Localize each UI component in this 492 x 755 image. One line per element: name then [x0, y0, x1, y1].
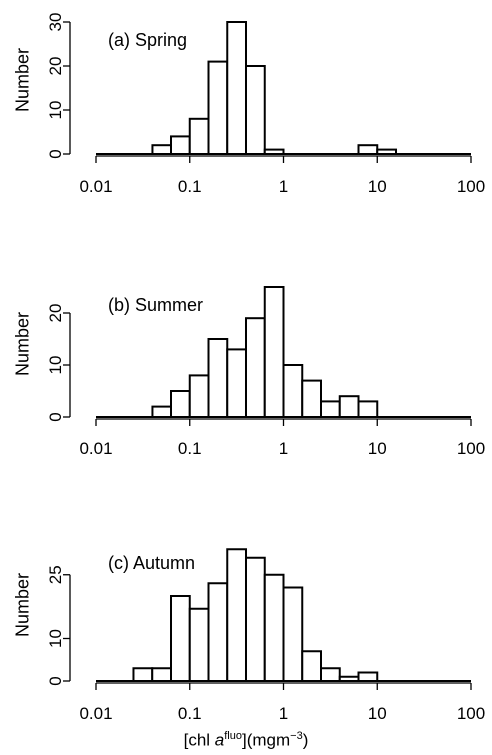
histogram-bar: [207, 338, 229, 418]
y-axis-title: Number: [12, 312, 32, 376]
y-tick-label: 0: [46, 676, 65, 685]
histogram-panel-3: 0.01 0.1 1 10 100 0 10 25 Number (c) Autumn: [12, 548, 485, 723]
x-tick-label: 100: [457, 439, 485, 458]
y-tick-label: 0: [46, 149, 65, 158]
panel-label: (a) Spring: [108, 30, 187, 50]
y-tick-label: 10: [46, 629, 65, 648]
panel-label: (c) Autumn: [108, 553, 195, 573]
histogram-bar: [170, 595, 191, 682]
x-tick-label: 0.1: [178, 439, 202, 458]
x-tick-label: 10: [368, 704, 387, 723]
histogram-bar: [207, 582, 229, 682]
x-tick-label: 0.1: [178, 177, 202, 196]
histogram-panel-1: 0.01 0.1 1 10 100 0 10 20 30 Number (a) Spring: [12, 13, 485, 196]
histogram-bar: [151, 667, 173, 682]
histogram-bar: [170, 390, 191, 418]
x-tick-label: 0.1: [178, 704, 202, 723]
y-tick-label: 20: [46, 57, 65, 76]
histogram-bar: [188, 374, 210, 418]
histogram-bar: [226, 348, 247, 418]
x-tick-label: 0.01: [79, 177, 112, 196]
y-tick-label: 0: [46, 412, 65, 421]
x-axis-label-middle: ](mgm: [242, 730, 291, 750]
histogram-bar: [151, 144, 173, 155]
x-tick-label: 10: [368, 439, 387, 458]
y-axis-title: Number: [12, 573, 32, 637]
histogram-bar: [188, 117, 210, 156]
histogram-bar: [301, 379, 323, 419]
x-tick-label: 1: [279, 704, 288, 723]
histogram-bar: [170, 135, 191, 155]
x-axis-label-suffix: ): [302, 730, 309, 750]
histogram-bar: [282, 364, 304, 418]
histogram-bar: [263, 573, 285, 682]
histogram-bar: [301, 650, 323, 682]
histogram-bar: [263, 286, 285, 418]
x-tick-label: 0.01: [79, 704, 112, 723]
histogram-bar: [338, 395, 360, 419]
histogram-bar: [282, 586, 304, 682]
y-tick-label: 10: [46, 101, 65, 120]
x-tick-label: 1: [279, 439, 288, 458]
x-tick-label: 1: [279, 177, 288, 196]
histogram-bar: [357, 400, 379, 418]
histogram-bar: [357, 144, 379, 155]
x-tick-label: 100: [457, 177, 485, 196]
histogram-bar: [320, 667, 341, 682]
y-tick-label: 30: [46, 13, 65, 32]
histogram-bar: [244, 556, 266, 682]
panel-label: (b) Summer: [108, 295, 203, 315]
histogram-bar: [357, 671, 379, 682]
histogram-bar: [226, 21, 247, 155]
y-axis-title: Number: [12, 48, 32, 112]
x-axis-label-sup: fluo: [224, 730, 242, 742]
x-axis-label-italic: a: [214, 730, 225, 750]
x-tick-label: 0.01: [79, 439, 112, 458]
x-axis-label-prefix: [chl: [183, 730, 215, 750]
x-tick-label: 100: [457, 704, 485, 723]
x-axis-label-unit-sup: −3: [290, 730, 303, 742]
histogram-bar: [188, 607, 210, 682]
x-axis-label: [chl afluo](mgm−3): [0, 730, 492, 751]
histogram-bar: [151, 405, 173, 419]
y-tick-label: 25: [46, 565, 65, 584]
y-tick-label: 20: [46, 304, 65, 323]
histogram-bar: [244, 317, 266, 419]
x-tick-label: 10: [368, 177, 387, 196]
histogram-bar: [226, 548, 247, 682]
histogram-bar: [132, 667, 154, 682]
histogram-bar: [207, 60, 229, 155]
histogram-panel-2: 0.01 0.1 1 10 100 0 10 20 Number (b) Summer: [12, 286, 485, 458]
histogram-bar: [244, 65, 266, 155]
histogram-bar: [320, 400, 341, 418]
y-tick-label: 10: [46, 356, 65, 375]
